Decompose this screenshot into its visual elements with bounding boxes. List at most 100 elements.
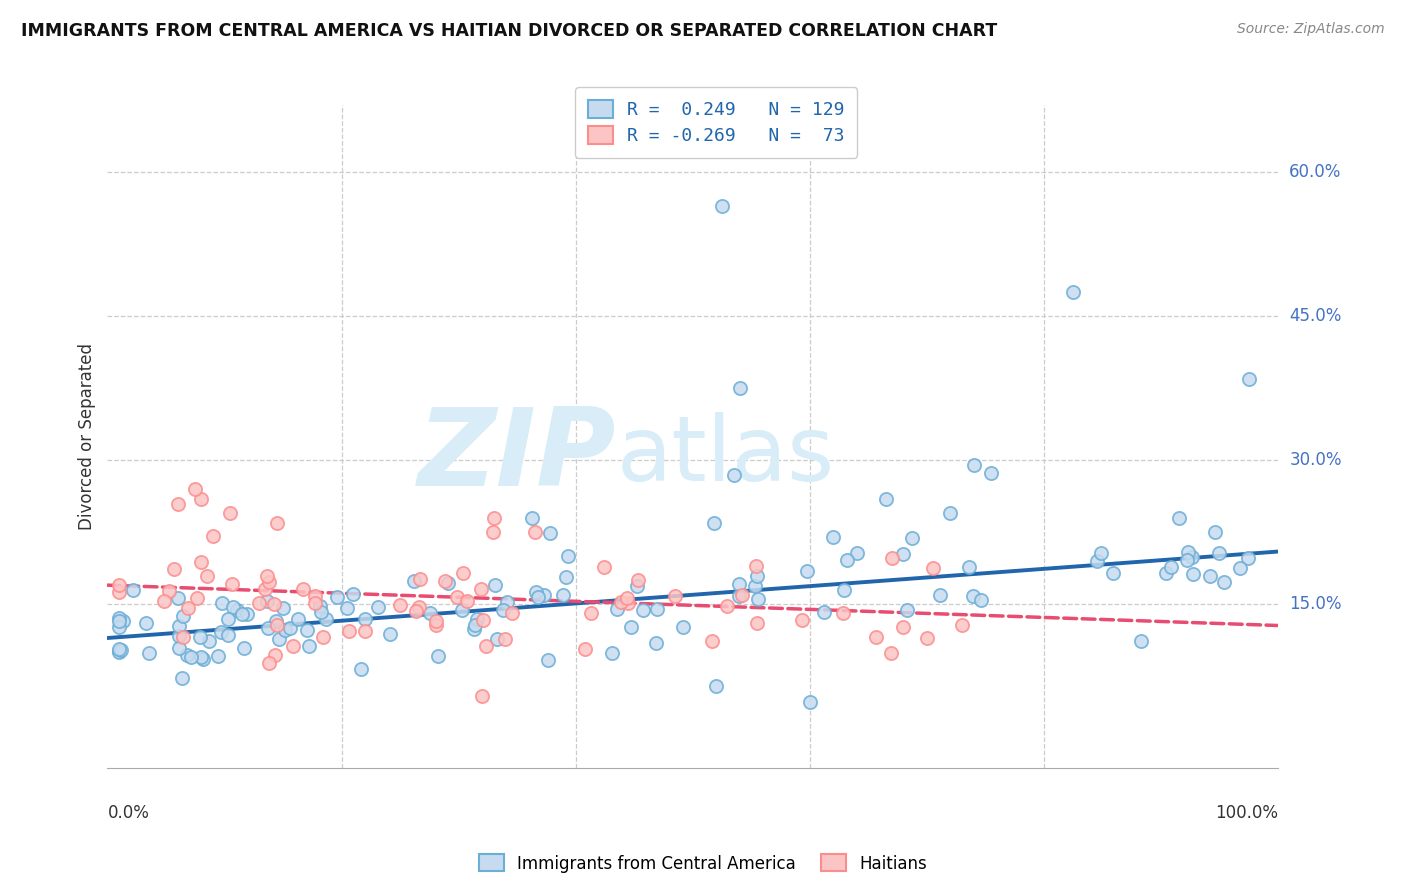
- Point: [256, 569, 278, 583]
- Legend: Immigrants from Central America, Haitians: Immigrants from Central America, Haitian…: [472, 847, 934, 880]
- Point: [557, 549, 579, 564]
- Point: [921, 560, 943, 574]
- Point: [266, 516, 288, 530]
- Point: [190, 650, 212, 665]
- Point: [1237, 371, 1260, 385]
- Point: [222, 599, 245, 614]
- Point: [1168, 511, 1191, 525]
- Point: [167, 640, 190, 655]
- Point: [524, 585, 547, 599]
- Point: [627, 573, 650, 587]
- Point: [207, 649, 229, 664]
- Point: [790, 613, 813, 627]
- Point: [138, 646, 160, 660]
- Point: [579, 607, 602, 621]
- Point: [108, 620, 131, 634]
- Point: [309, 605, 332, 619]
- Point: [723, 467, 745, 482]
- Point: [915, 631, 938, 645]
- Point: [108, 641, 131, 656]
- Point: [325, 590, 347, 604]
- Point: [122, 583, 145, 598]
- Point: [799, 695, 821, 709]
- Point: [271, 600, 294, 615]
- Point: [1156, 566, 1178, 581]
- Point: [744, 579, 766, 593]
- Point: [172, 608, 194, 623]
- Point: [1130, 634, 1153, 648]
- Point: [463, 622, 485, 636]
- Point: [209, 624, 232, 639]
- Point: [108, 611, 131, 625]
- Point: [834, 582, 856, 597]
- Point: [957, 560, 980, 574]
- Point: [247, 596, 270, 610]
- Point: [446, 591, 468, 605]
- Point: [297, 639, 319, 653]
- Point: [620, 620, 643, 634]
- Point: [167, 619, 190, 633]
- Point: [1181, 550, 1204, 565]
- Text: atlas: atlas: [617, 412, 835, 500]
- Point: [813, 605, 835, 619]
- Point: [389, 598, 412, 612]
- Point: [1090, 546, 1112, 560]
- Point: [471, 613, 494, 627]
- Point: [727, 577, 749, 591]
- Point: [264, 615, 287, 629]
- Point: [188, 630, 211, 644]
- Point: [217, 628, 239, 642]
- Point: [527, 591, 550, 605]
- Point: [451, 566, 474, 580]
- Point: [202, 529, 225, 543]
- Point: [939, 506, 962, 520]
- Point: [167, 591, 190, 605]
- Point: [1175, 552, 1198, 566]
- Point: [492, 602, 515, 616]
- Point: [295, 623, 318, 637]
- Point: [1177, 545, 1199, 559]
- Point: [135, 616, 157, 631]
- Point: [551, 588, 574, 602]
- Point: [342, 587, 364, 601]
- Point: [464, 617, 486, 632]
- Point: [193, 652, 215, 666]
- Point: [217, 612, 239, 626]
- Point: [1212, 575, 1234, 590]
- Text: 0.0%: 0.0%: [107, 805, 149, 822]
- Point: [195, 569, 218, 583]
- Point: [471, 689, 494, 703]
- Point: [108, 614, 131, 628]
- Point: [796, 564, 818, 578]
- Point: [219, 506, 242, 520]
- Point: [425, 618, 447, 632]
- Point: [716, 599, 738, 613]
- Point: [177, 600, 200, 615]
- Point: [610, 595, 633, 609]
- Point: [865, 630, 887, 644]
- Point: [486, 632, 509, 646]
- Point: [367, 599, 389, 614]
- Point: [980, 466, 1002, 480]
- Point: [626, 579, 648, 593]
- Point: [470, 582, 492, 596]
- Point: [308, 599, 330, 613]
- Point: [823, 530, 845, 544]
- Point: [198, 633, 221, 648]
- Point: [291, 582, 314, 596]
- Point: [1087, 554, 1109, 568]
- Point: [574, 641, 596, 656]
- Point: [644, 636, 666, 650]
- Point: [745, 569, 768, 583]
- Point: [1229, 561, 1251, 575]
- Point: [167, 629, 190, 643]
- Point: [163, 561, 186, 575]
- Text: IMMIGRANTS FROM CENTRAL AMERICA VS HAITIAN DIVORCED OR SEPARATED CORRELATION CHA: IMMIGRANTS FROM CENTRAL AMERICA VS HAITI…: [21, 22, 997, 40]
- Point: [337, 624, 360, 639]
- Point: [702, 634, 724, 648]
- Point: [664, 589, 686, 603]
- Point: [380, 627, 402, 641]
- Point: [606, 601, 628, 615]
- Point: [704, 679, 727, 693]
- Point: [186, 591, 208, 605]
